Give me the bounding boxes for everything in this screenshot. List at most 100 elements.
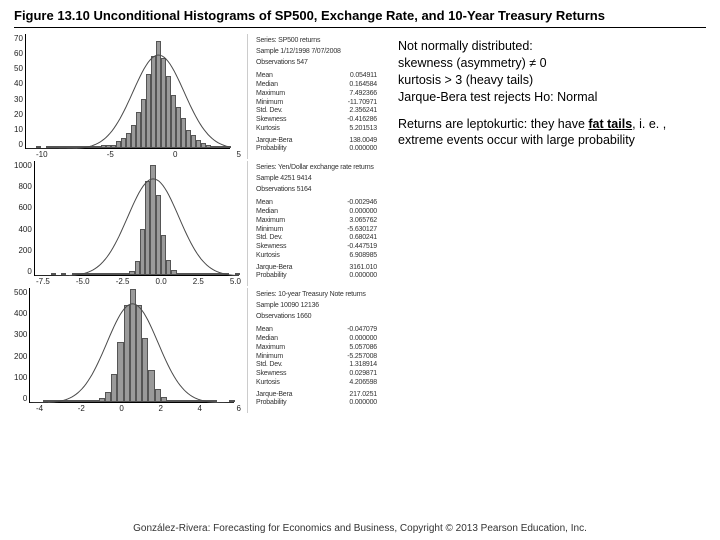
y-axis-ticks: 706050403020100 <box>14 34 25 149</box>
annotations-column: Not normally distributed: skewness (asym… <box>384 34 712 415</box>
histogram-block-sp500: 706050403020100-10-505 <box>14 34 241 159</box>
ytick-label: 600 <box>18 203 31 212</box>
histogram-treasury <box>29 288 234 403</box>
histogram-fx <box>34 161 239 276</box>
stats-row: Std. Dev.0.680241 <box>256 234 377 243</box>
ann-line3: kurtosis > 3 (heavy tails) <box>398 73 533 87</box>
xtick-label: -5 <box>107 150 114 159</box>
histogram-bar <box>51 273 56 275</box>
ytick-label: 200 <box>18 246 31 255</box>
stats-row: Kurtosis5.201513 <box>256 125 377 134</box>
stats-jb-row: Jarque-Bera3161.010 <box>256 264 377 273</box>
stats-row: Maximum7.492366 <box>256 90 377 99</box>
stats-box-sp500: Series: SP500 returnsSample 1/12/1998 7/… <box>247 34 377 159</box>
xtick-label: 0 <box>119 404 123 413</box>
stats-box-fx: Series: Yen/Dollar exchange rate returns… <box>247 161 377 286</box>
histogram-sp500 <box>25 34 230 149</box>
ytick-label: 10 <box>14 125 23 134</box>
stats-row: Mean-0.002946 <box>256 199 377 208</box>
stats-sample: Sample 4251 9414 <box>256 175 377 184</box>
stats-row: Skewness-0.447519 <box>256 243 377 252</box>
annotation-normality: Not normally distributed: skewness (asym… <box>398 38 702 106</box>
xtick-label: -4 <box>36 404 43 413</box>
stats-box-treasury: Series: 10-year Treasury Note returns Sam… <box>247 288 377 413</box>
stats-obs: Observations 1660 <box>256 313 377 322</box>
x-axis-ticks: -10 -5 0 5 <box>36 149 241 159</box>
y-axis-ticks: 1000 800 600 400 200 0 <box>14 161 34 276</box>
stats-row: Minimum-5.630127 <box>256 226 377 235</box>
stats-row: Minimum-11.70971 <box>256 99 377 108</box>
charts-column: 706050403020100-10-505Series: SP500 retu… <box>14 34 384 415</box>
stats-jb-row: Probability0.000000 <box>256 272 377 281</box>
stats-row: Skewness0.029871 <box>256 370 377 379</box>
ytick-label: 300 <box>14 330 27 339</box>
ann-line4: Jarque-Bera test rejects Ho: Normal <box>398 90 597 104</box>
xtick-label: 2 <box>158 404 162 413</box>
stats-row: Maximum5.057086 <box>256 344 377 353</box>
histogram-bar <box>211 400 217 402</box>
x-axis-ticks: -7.5-5.0-2.50.02.55.0 <box>36 276 241 286</box>
stats-obs: Observations 547 <box>256 59 377 68</box>
histogram-bar <box>226 146 231 148</box>
ytick-label: 400 <box>14 309 27 318</box>
ytick-label: 60 <box>14 49 23 58</box>
stats-jb-row: Jarque-Bera217.0251 <box>256 391 377 400</box>
chart-row-fx: 10008006004002000-7.5-5.0-2.50.02.55.0Se… <box>14 161 384 286</box>
xtick-label: 5 <box>237 150 241 159</box>
xtick-label: 0.0 <box>156 277 167 286</box>
stats-series: Series: 10-year Treasury Note returns <box>256 291 377 300</box>
ytick-label: 800 <box>18 182 31 191</box>
ytick-label: 0 <box>27 267 31 276</box>
stats-jb-row: Jarque-Bera138.0049 <box>256 137 377 146</box>
xtick-label: -10 <box>36 150 48 159</box>
ann-line1: Not normally distributed: <box>398 39 533 53</box>
content-area: 706050403020100-10-505Series: SP500 retu… <box>0 34 720 415</box>
stats-row: Minimum-5.257008 <box>256 353 377 362</box>
stats-row: Median0.164584 <box>256 81 377 90</box>
ytick-label: 100 <box>14 373 27 382</box>
xtick-label: -7.5 <box>36 277 50 286</box>
xtick-label: 4 <box>197 404 201 413</box>
histogram-block-treasury: 5004003002001000-4-20246 <box>14 288 241 413</box>
ytick-label: 50 <box>14 64 23 73</box>
annotation-leptokurtic: Returns are leptokurtic: they have fat t… <box>398 116 702 150</box>
normal-curve-overlay <box>26 34 231 149</box>
stats-series: Series: Yen/Dollar exchange rate returns <box>256 164 377 173</box>
x-axis-ticks: -4-20246 <box>36 403 241 413</box>
histogram-bar <box>61 273 66 275</box>
ytick-label: 40 <box>14 79 23 88</box>
ann2-pre: Returns are leptokurtic: they have <box>398 117 585 131</box>
histogram-bar <box>229 400 235 402</box>
ytick-label: 20 <box>14 110 23 119</box>
histogram-bar <box>224 273 229 275</box>
ytick-label: 1000 <box>14 161 32 170</box>
xtick-label: -2 <box>78 404 85 413</box>
stats-row: Std. Dev.1.318914 <box>256 361 377 370</box>
footer-citation: González-Rivera: Forecasting for Economi… <box>0 523 720 534</box>
stats-sample: Sample 1/12/1998 7/07/2008 <box>256 48 377 57</box>
y-axis-ticks: 5004003002001000 <box>14 288 29 403</box>
ytick-label: 500 <box>14 288 27 297</box>
chart-row-sp500: 706050403020100-10-505Series: SP500 retu… <box>14 34 384 159</box>
ytick-label: 0 <box>23 394 27 403</box>
ytick-label: 400 <box>18 225 31 234</box>
xtick-label: 0 <box>173 150 177 159</box>
figure-title: Figure 13.10 Unconditional Histograms of… <box>0 0 720 27</box>
ytick-label: 0 <box>18 140 22 149</box>
normal-curve-overlay <box>35 161 240 276</box>
stats-jb-row: Probability0.000000 <box>256 399 377 408</box>
ann2-bold: fat tails <box>588 117 632 131</box>
stats-row: Kurtosis6.908985 <box>256 252 377 261</box>
stats-obs: Observations 5164 <box>256 186 377 195</box>
histogram-bar <box>36 146 41 148</box>
stats-sample: Sample 10090 12136 <box>256 302 377 311</box>
stats-row: Maximum3.065762 <box>256 217 377 226</box>
title-underline <box>14 27 706 28</box>
stats-row: Mean0.054911 <box>256 72 377 81</box>
xtick-label: 5.0 <box>230 277 241 286</box>
xtick-label: -5.0 <box>76 277 90 286</box>
chart-row-treasury: 5004003002001000-4-20246Series: 10-year … <box>14 288 384 413</box>
histogram-bar <box>235 273 240 275</box>
stats-row: Std. Dev.2.356241 <box>256 107 377 116</box>
histogram-block-fx: 10008006004002000-7.5-5.0-2.50.02.55.0 <box>14 161 241 286</box>
